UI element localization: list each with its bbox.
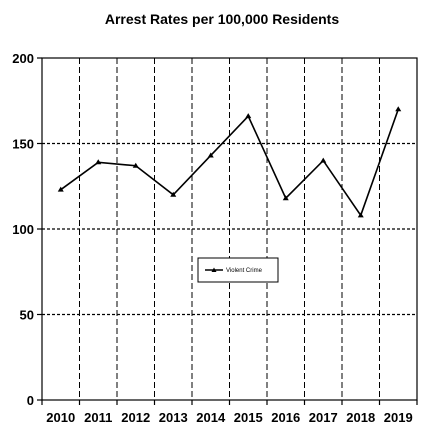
legend-label: Violent Crime bbox=[226, 268, 263, 274]
x-tick-label-2013: 2013 bbox=[159, 410, 188, 425]
data-point-2014 bbox=[207, 152, 214, 158]
data-point-2011 bbox=[95, 159, 102, 165]
x-tick-label-2012: 2012 bbox=[121, 410, 150, 425]
grid-lines bbox=[42, 58, 417, 400]
chart-title: Arrest Rates per 100,000 Residents bbox=[105, 11, 339, 27]
data-point-2018 bbox=[357, 212, 364, 218]
data-point-2017 bbox=[320, 157, 327, 163]
x-tick-label-2019: 2019 bbox=[384, 410, 413, 425]
x-tick-label-2011: 2011 bbox=[84, 410, 112, 425]
y-tick-label-100: 100 bbox=[12, 222, 34, 237]
y-tick-label-0: 0 bbox=[27, 393, 34, 408]
data-point-2016 bbox=[282, 195, 289, 201]
data-point-2019 bbox=[395, 106, 402, 112]
legend-marker bbox=[211, 267, 217, 272]
y-tick-label-200: 200 bbox=[12, 51, 34, 66]
data-point-2013 bbox=[170, 191, 177, 197]
y-tick-labels: 0 50 100 150 200 bbox=[12, 51, 34, 408]
x-tick-labels: 2010 2011 2012 2013 2014 2015 2016 2017 2018 2019 bbox=[46, 410, 412, 425]
x-tick-label-2018: 2018 bbox=[346, 410, 375, 425]
x-tick-label-2010: 2010 bbox=[46, 410, 75, 425]
axes bbox=[37, 57, 418, 405]
legend: Violent Crime bbox=[197, 257, 279, 283]
y-tick-label-150: 150 bbox=[12, 137, 34, 152]
x-tick-label-2017: 2017 bbox=[309, 410, 338, 425]
x-tick-label-2016: 2016 bbox=[271, 410, 300, 425]
data-point-2015 bbox=[245, 113, 252, 119]
data-point-2010 bbox=[57, 186, 64, 192]
series-line-0 bbox=[60, 109, 400, 218]
y-tick-label-50: 50 bbox=[20, 308, 34, 323]
x-tick-label-2014: 2014 bbox=[196, 410, 226, 425]
data-point-2012 bbox=[132, 162, 139, 168]
data-series bbox=[57, 106, 402, 218]
x-tick-label-2015: 2015 bbox=[234, 410, 263, 425]
